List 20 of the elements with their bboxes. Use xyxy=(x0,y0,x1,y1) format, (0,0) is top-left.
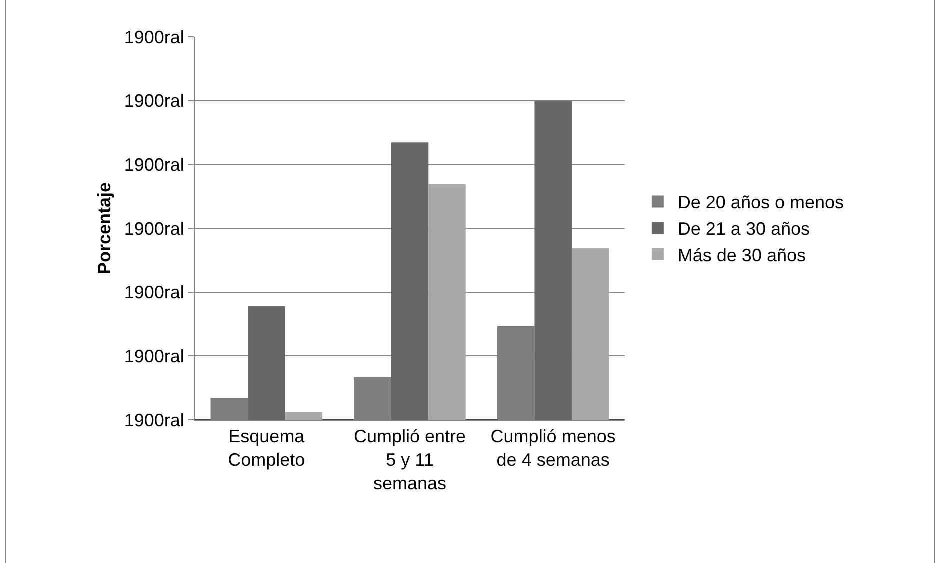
text: 1900ral xyxy=(124,282,184,303)
text: 1900ral xyxy=(124,91,184,112)
bar xyxy=(391,142,429,420)
text: 1900ral xyxy=(124,346,184,366)
bar xyxy=(428,184,466,420)
text: 1900ral xyxy=(124,154,184,175)
text: 1900ral xyxy=(124,410,184,430)
bar xyxy=(572,248,610,420)
bar xyxy=(248,306,286,420)
x-tick-label: Cumplió menos de 4 semanas xyxy=(490,426,616,470)
y-axis-title: Porcentaje xyxy=(94,182,115,275)
legend-label: De 20 años o menos xyxy=(678,192,844,213)
text: 1900ral xyxy=(124,218,184,239)
x-tick-label: Esquema Completo xyxy=(228,426,306,470)
legend-label: De 21 a 30 años xyxy=(678,219,810,240)
bar xyxy=(534,100,572,420)
x-tick-label: Cumplió entre 5 y 11 semanas xyxy=(354,426,466,494)
text: 1900ral xyxy=(124,27,184,48)
bar xyxy=(285,412,323,420)
legend-label: Más de 30 años xyxy=(678,246,806,266)
